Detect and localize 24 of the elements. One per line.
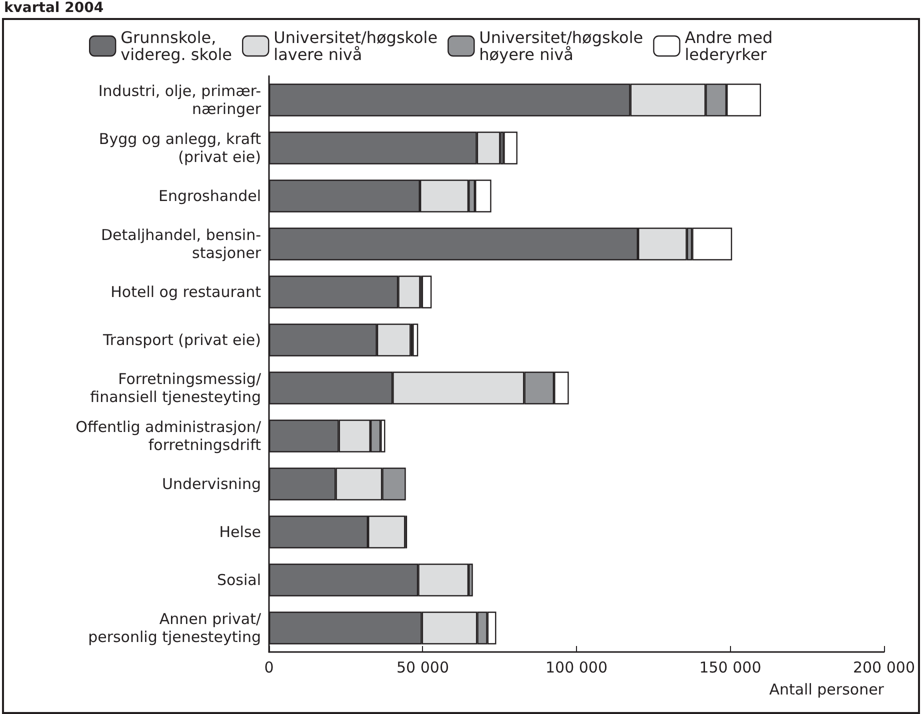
x-tick-label: 100 000 bbox=[545, 658, 608, 676]
y-tick-label: Engroshandel bbox=[158, 187, 261, 205]
x-tick-label: 0 bbox=[264, 658, 274, 676]
text: kvartal 2004 bbox=[4, 0, 104, 16]
y-tick-label: Sosial bbox=[216, 571, 261, 589]
y-tick-label: Undervisning bbox=[162, 475, 261, 493]
y-tick-label: Helse bbox=[219, 523, 261, 541]
legend-label: Universitet/høgskole høyere nivå bbox=[479, 28, 644, 64]
y-tick-label: Offentlig administrasjon/ forretningsdrift bbox=[76, 418, 262, 454]
y-tick-label: Hotell og restaurant bbox=[110, 283, 262, 301]
x-tick-label: 200 000 bbox=[852, 658, 915, 676]
y-tick-label: Forretningsmessig/ finansiell tjenesteyting bbox=[90, 370, 262, 406]
legend-label: Andre med lederyrker bbox=[684, 28, 773, 64]
legend-label: Universitet/høgskole lavere nivå bbox=[274, 28, 438, 64]
bar bbox=[504, 132, 518, 164]
y-tick-label: Industri, olje, primær- næringer bbox=[98, 82, 262, 118]
x-tick-label: 150 000 bbox=[699, 658, 762, 676]
x-axis-title: Antall personer bbox=[769, 680, 885, 698]
x-tick-label: 50 000 bbox=[396, 658, 449, 676]
y-tick-label: Detaljhandel, bensin- stasjoner bbox=[100, 226, 262, 262]
legend-label: Grunnskole, videreg. skole bbox=[120, 28, 232, 64]
y-tick-label: Transport (privat eie) bbox=[102, 331, 261, 349]
y-tick-label: Bygg og anlegg, kraft (privat eie) bbox=[98, 130, 262, 166]
y-tick-label: Annen privat/ personlig tjenesteyting bbox=[88, 610, 262, 646]
